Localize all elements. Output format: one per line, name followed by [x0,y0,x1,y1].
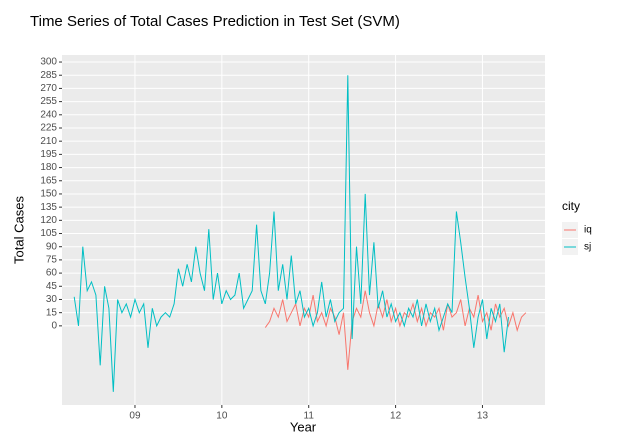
y-tick-label: 165 [40,175,57,186]
y-tick-label: 225 [40,123,57,134]
x-axis-title: Year [290,419,317,434]
y-tick-label: 45 [46,281,58,292]
x-tick-label: 12 [390,411,402,422]
y-tick-label: 135 [40,202,57,213]
y-axis-title: Total Cases [11,196,26,264]
y-tick-label: 285 [40,70,57,81]
y-tick-label: 60 [46,268,58,279]
series-line [264,290,527,370]
chart-title: Time Series of Total Cases Prediction in… [30,13,400,30]
x-tick-label: 11 [304,411,315,422]
y-tick-label: 255 [40,96,57,107]
legend-title: city [562,199,580,213]
y-tick-label: 300 [40,57,57,68]
y-tick-label: 30 [46,294,58,305]
y-tick-label: 150 [40,189,57,200]
y-tick-label: 240 [40,109,57,120]
y-tick-label: 0 [51,320,57,331]
x-tick-label: 10 [216,411,228,422]
y-tick-label: 90 [46,241,58,252]
series-line [73,75,509,392]
panel [62,55,545,405]
x-tick-label: 09 [129,411,141,422]
legend-label: sj [584,242,591,253]
x-tick-label: 13 [477,411,489,422]
legend-label: iq [584,225,592,236]
y-tick-label: 105 [40,228,57,239]
y-tick-label: 15 [46,307,58,318]
y-tick-label: 270 [40,83,57,94]
y-tick-label: 180 [40,162,57,173]
y-tick-label: 210 [40,136,57,147]
y-tick-label: 195 [40,149,57,160]
y-tick-label: 75 [46,255,58,266]
y-tick-label: 120 [40,215,57,226]
